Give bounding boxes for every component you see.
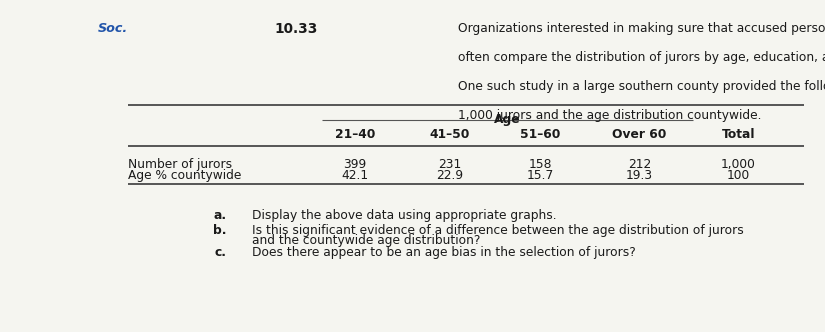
Text: 15.7: 15.7	[526, 169, 554, 182]
Text: c.: c.	[214, 246, 227, 259]
Text: often compare the distribution of jurors by age, education, and other socioecono: often compare the distribution of jurors…	[458, 51, 825, 64]
Text: a.: a.	[214, 209, 227, 222]
Text: 1,000 jurors and the age distribution countywide.: 1,000 jurors and the age distribution co…	[458, 109, 761, 122]
Text: 21–40: 21–40	[335, 128, 375, 141]
Text: 42.1: 42.1	[342, 169, 368, 182]
Text: 212: 212	[628, 158, 651, 171]
Text: Display the above data using appropriate graphs.: Display the above data using appropriate…	[252, 209, 556, 222]
Text: 22.9: 22.9	[436, 169, 463, 182]
Text: Is this significant evidence of a difference between the age distribution of jur: Is this significant evidence of a differ…	[252, 224, 743, 237]
Text: Age: Age	[494, 113, 521, 126]
Text: Does there appear to be an age bias in the selection of jurors?: Does there appear to be an age bias in t…	[252, 246, 635, 259]
Text: Over 60: Over 60	[612, 128, 667, 141]
Text: and the countywide age distribution?: and the countywide age distribution?	[252, 234, 480, 247]
Text: 231: 231	[438, 158, 461, 171]
Text: 1,000: 1,000	[721, 158, 756, 171]
Text: Age % countywide: Age % countywide	[128, 169, 241, 182]
Text: One such study in a large southern county provided the following information on : One such study in a large southern count…	[458, 80, 825, 93]
Text: 399: 399	[343, 158, 366, 171]
Text: Organizations interested in making sure that accused persons have a trial of the: Organizations interested in making sure …	[458, 22, 825, 35]
Text: 158: 158	[529, 158, 552, 171]
Text: 10.33: 10.33	[274, 22, 318, 36]
Text: Total: Total	[722, 128, 755, 141]
Text: 100: 100	[727, 169, 750, 182]
Text: Number of jurors: Number of jurors	[128, 158, 232, 171]
Text: 51–60: 51–60	[521, 128, 560, 141]
Text: 19.3: 19.3	[626, 169, 653, 182]
Text: 41–50: 41–50	[430, 128, 469, 141]
Text: Soc.: Soc.	[97, 22, 128, 35]
Text: b.: b.	[214, 224, 227, 237]
